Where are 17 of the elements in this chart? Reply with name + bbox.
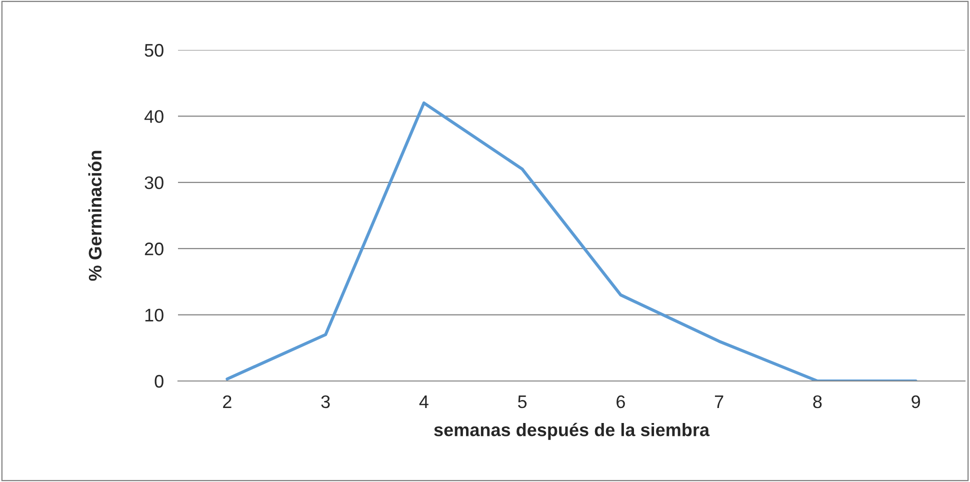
y-tick-label: 40 <box>144 110 164 123</box>
x-tick-label: 7 <box>714 396 724 408</box>
y-axis-title: % Germinación <box>88 150 102 281</box>
x-tick-label: 5 <box>518 396 527 408</box>
y-tick-label: 10 <box>145 308 164 322</box>
y-tick-label: 30 <box>144 176 164 190</box>
x-tick-label: 6 <box>616 395 625 408</box>
x-tick-label: 9 <box>912 395 920 408</box>
line-series <box>226 101 918 381</box>
x-tick-label: 4 <box>419 396 428 408</box>
x-tick-label: 8 <box>813 395 822 408</box>
x-tick-label: 2 <box>223 395 232 408</box>
y-tick-label: 20 <box>144 242 164 256</box>
x-tick-label: 3 <box>321 395 330 408</box>
x-axis-title: semanas después de la siembra <box>434 422 710 440</box>
y-tick-label: 0 <box>154 374 164 388</box>
y-tick-label: 50 <box>144 44 164 57</box>
